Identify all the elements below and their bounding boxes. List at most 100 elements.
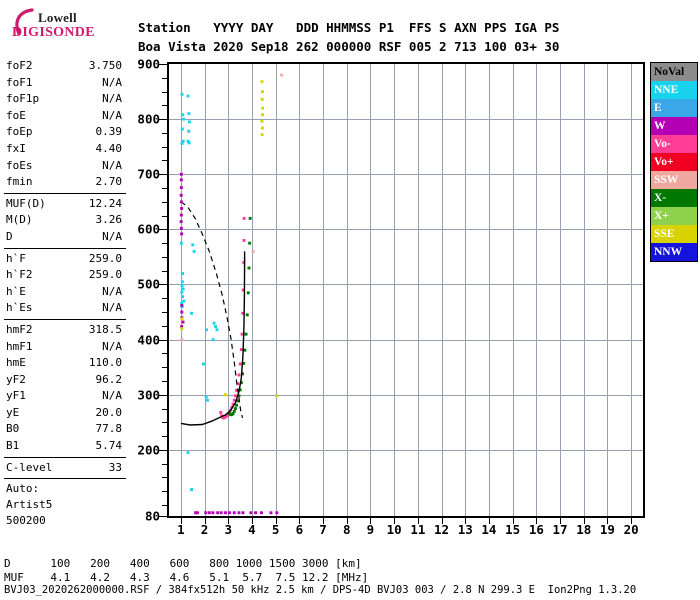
trace-e-region-echoes-nne-e-point: [188, 120, 191, 124]
x-axis-tick: [560, 518, 561, 524]
trace-profile-trace-black-solid: [180, 251, 246, 426]
trace-x-trace-x-point: [236, 399, 240, 403]
footer-info: D 100 200 400 600 800 1000 1500 3000 [km…: [4, 557, 636, 597]
x-axis-label: 19: [599, 522, 615, 537]
param-value: N/A: [102, 284, 122, 298]
gridline-vertical: [205, 64, 206, 516]
param-value: N/A: [102, 389, 122, 403]
x-axis-label: 15: [505, 522, 521, 537]
y-axis-minor-tick: [162, 464, 167, 465]
x-axis-tick: [394, 518, 395, 524]
param-divider: [4, 318, 126, 320]
trace-e-region-echoes-nne-e-point: [187, 141, 191, 145]
gridline-vertical: [276, 64, 277, 516]
param-row-he: h`E N/A: [4, 284, 126, 301]
trace-o-trace-vo-point: [241, 288, 245, 292]
trace-e-region-echoes-nne-e-point: [190, 311, 193, 315]
legend-item-ssw[interactable]: SSW: [651, 171, 697, 189]
polarization-legend[interactable]: NoVal NNE E W Vo- Vo+ SSW X- X+ SSE NNW: [650, 62, 698, 262]
x-axis-tick: [442, 518, 443, 524]
param-row-foes: foEs N/A: [4, 158, 126, 175]
trace-x-trace-x-point: [234, 407, 237, 410]
trace-w-nnw-vo-scatter-low-band-point: [249, 511, 253, 515]
trace-o-trace-vo-point: [236, 382, 240, 386]
x-axis-label: 13: [457, 522, 473, 537]
x-axis-label: 5: [271, 522, 280, 537]
param-name: M(D): [6, 213, 33, 227]
param-name: yF1: [6, 389, 26, 403]
trace-w-nnw-vo-scatter-low-band-point: [180, 310, 184, 314]
y-axis-minor-tick: [162, 105, 167, 106]
legend-item-vo[interactable]: Vo+: [651, 153, 697, 171]
gridline-horizontal: [169, 395, 643, 396]
gridline-vertical: [513, 64, 514, 516]
trace-e-region-echoes-nne-e-point: [180, 142, 184, 145]
logo-brand-top: Lowell: [38, 10, 77, 25]
y-axis-minor-tick: [162, 353, 167, 354]
x-axis-tick: [536, 518, 537, 524]
trace-w-nnw-vo-scatter-low-band-point: [275, 511, 279, 515]
trace-e-region-echoes-nne-e-point: [180, 92, 184, 96]
y-axis-minor-tick: [162, 202, 167, 203]
trace-e-region-echoes-nne-e-point: [186, 139, 190, 143]
gridline-vertical: [228, 64, 229, 516]
x-axis-label: 18: [576, 522, 592, 537]
trace-sse-echoes-point: [275, 394, 279, 398]
trace-x-trace-x-point: [231, 412, 235, 415]
gridline-vertical: [418, 64, 419, 516]
y-axis-label: 600: [137, 221, 160, 237]
legend-item-noval[interactable]: NoVal: [651, 63, 697, 81]
trace-e-region-echoes-nne-e-point: [206, 398, 209, 402]
gridline-vertical: [631, 64, 632, 516]
x-axis-tick: [631, 518, 632, 524]
trace-x-trace-x-point: [244, 332, 248, 336]
gridline-horizontal: [169, 284, 643, 285]
trace-e-region-echoes-nne-e-point: [187, 129, 191, 133]
y-axis-tick: [159, 64, 167, 65]
x-axis-tick: [299, 518, 300, 524]
gridline-vertical: [323, 64, 324, 516]
ionogram-plot[interactable]: [167, 62, 645, 518]
legend-item-e[interactable]: E: [651, 99, 697, 117]
legend-item-x[interactable]: X+: [651, 207, 697, 225]
y-axis-minor-tick: [162, 422, 167, 423]
y-axis-label: 300: [137, 387, 160, 403]
trace-w-nnw-vo-scatter-low-band-point: [241, 511, 245, 515]
legend-item-w[interactable]: W: [651, 117, 697, 135]
legend-item-x[interactable]: X-: [651, 189, 697, 207]
plot-traces: [179, 73, 284, 515]
gridline-horizontal: [169, 174, 643, 175]
trace-e-region-echoes-nne-e-point: [181, 272, 185, 275]
legend-item-sse[interactable]: SSE: [651, 225, 697, 243]
trace-o-trace-vo-point: [242, 239, 246, 242]
y-axis-minor-tick: [162, 436, 167, 437]
param-row-hf: h`F 259.0: [4, 251, 126, 268]
y-axis-label: 700: [137, 166, 160, 182]
footer-distance-row: D 100 200 400 600 800 1000 1500 3000 [km…: [4, 557, 362, 570]
y-axis-minor-tick: [162, 477, 167, 478]
trace-e-region-echoes-nne-e-point: [181, 287, 185, 291]
y-axis-label: 80: [144, 508, 160, 524]
legend-item-vo[interactable]: Vo-: [651, 135, 697, 153]
trace-x-trace-x-point: [237, 394, 241, 398]
y-axis-minor-tick: [162, 188, 167, 189]
y-axis-minor-tick: [162, 409, 167, 410]
y-axis-minor-tick: [162, 326, 167, 327]
x-axis-tick: [276, 518, 277, 524]
y-axis-tick: [159, 284, 167, 285]
trace-o-trace-vo-point: [220, 414, 224, 418]
param-value: 20.0: [95, 405, 123, 419]
param-row-fxi: fxI 4.40: [4, 141, 126, 158]
x-axis-tick: [513, 518, 514, 524]
trace-e-region-echoes-nne-e-point: [190, 488, 193, 491]
gridline-horizontal: [169, 340, 643, 341]
param-value: 4.40: [95, 141, 123, 155]
y-axis-tick: [159, 229, 167, 230]
y-axis-minor-tick: [162, 505, 167, 506]
legend-item-nnw[interactable]: NNW: [651, 243, 697, 261]
param-name: foEp: [6, 125, 33, 139]
trace-o-trace-vo-point: [241, 311, 245, 315]
legend-item-nne[interactable]: NNE: [651, 81, 697, 99]
param-name: hmF1: [6, 339, 33, 353]
param-row-yf2: yF2 96.2: [4, 372, 126, 389]
